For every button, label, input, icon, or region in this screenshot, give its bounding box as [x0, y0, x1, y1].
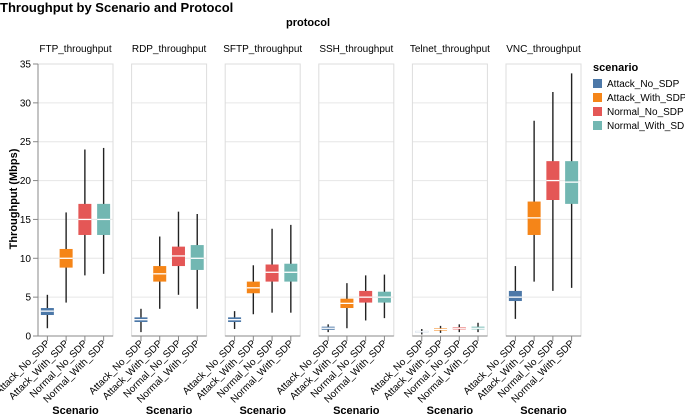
facet-panel: SSH_throughputAttack_No_SDPAttack_With_S… [274, 44, 395, 417]
panel-frame [411, 63, 488, 337]
column-header: protocol [286, 17, 330, 29]
y-tick-label: 30 [20, 98, 32, 109]
x-axis-title: Scenario [239, 405, 286, 417]
y-tick-label: 10 [20, 254, 32, 265]
legend-swatch [593, 93, 602, 102]
x-axis-title: Scenario [52, 405, 99, 417]
panels: FTP_throughput05101520253035Attack_No_SD… [0, 44, 582, 417]
panel-frame [37, 63, 114, 337]
legend-items: Attack_No_SDP Attack_With_SDP Normal_No_SD… [593, 79, 685, 132]
facet-label: SFTP_throughput [223, 44, 302, 55]
legend: scenario Attack_No_SDP Attack_With_SDP Nor… [593, 62, 685, 132]
legend-swatch [593, 79, 602, 88]
y-tick-label: 35 [20, 60, 32, 71]
x-axis-title: Scenario [520, 405, 567, 417]
y-tick-label: 0 [25, 332, 31, 343]
facet-label: VNC_throughput [506, 44, 581, 55]
facet-panel: Telnet_throughputAttack_No_SDPAttack_Wit… [368, 44, 490, 417]
legend-label: Attack_With_SDP [607, 93, 685, 104]
chart-title: Throughput by Scenario and Protocol [0, 0, 233, 15]
facet-label: Telnet_throughput [410, 44, 490, 55]
x-axis-title: Scenario [333, 405, 380, 417]
legend-swatch [593, 107, 602, 116]
box [190, 245, 204, 270]
legend-label: Attack_No_SDP [607, 79, 680, 90]
y-axis-title: Throughput (Mbps) [8, 148, 20, 249]
legend-label: Normal_With_SDP [607, 121, 685, 132]
facet-label: SSH_throughput [319, 44, 393, 55]
facet-panel: SFTP_throughputAttack_No_SDPAttack_With_… [181, 44, 303, 417]
y-tick-label: 20 [20, 176, 32, 187]
facet-label: RDP_throughput [132, 44, 207, 55]
facet-panel: VNC_throughputAttack_No_SDPAttack_With_S… [462, 44, 582, 417]
y-tick-label: 25 [20, 137, 32, 148]
x-axis-title: Scenario [427, 405, 474, 417]
box [508, 290, 522, 302]
y-tick-label: 15 [20, 215, 32, 226]
legend-label: Normal_No_SDP [607, 107, 684, 118]
legend-swatch [593, 121, 602, 130]
legend-title: scenario [593, 62, 639, 74]
y-tick-label: 5 [25, 293, 31, 304]
panel-frame [224, 63, 301, 337]
x-axis-title: Scenario [146, 405, 193, 417]
facet-label: FTP_throughput [39, 44, 111, 55]
panel-frame [131, 63, 208, 337]
box [265, 264, 279, 282]
